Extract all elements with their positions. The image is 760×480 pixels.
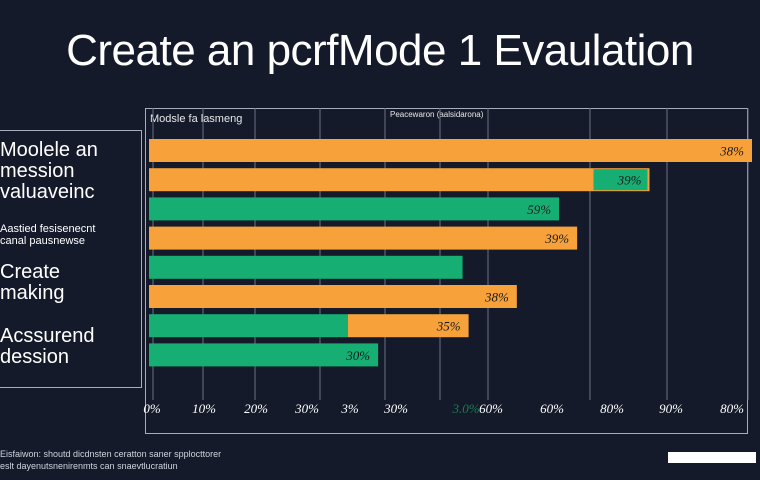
- footer-decoration-bar: [668, 452, 756, 463]
- chart-header-center: Peacewaron (aalsidarona): [390, 110, 484, 119]
- x-tick-label-2: 20%: [244, 401, 268, 416]
- bar-0: [149, 139, 752, 162]
- bar-1-label: 39%: [617, 173, 642, 188]
- bar-2: [149, 197, 560, 221]
- bar-2-label: 59%: [527, 202, 551, 217]
- chart-header-left: Modsle fa lasmeng: [150, 113, 243, 125]
- bar-5: [149, 285, 517, 308]
- bar-1-label-badge: [593, 169, 648, 191]
- category-label-1: Aastied fesisenecnt canal pausnewse: [0, 223, 96, 247]
- footer-line-1: Eisfaiwon: shoutd dicdnsten ceratton san…: [0, 448, 222, 459]
- category-label-2: Create making: [0, 261, 65, 304]
- x-tick-label-9: 80%: [600, 401, 624, 416]
- bar-3: [149, 226, 578, 250]
- bar-4: [149, 255, 463, 279]
- bar-6-base: [149, 314, 348, 338]
- chart-title: Create an pcrfMode 1 Evaulation: [66, 26, 694, 75]
- x-tick-label-1: 10%: [192, 401, 216, 416]
- category-label-3: Acssurend dession: [0, 325, 95, 368]
- category-panel: [0, 130, 142, 388]
- bar-0-label: 38%: [719, 144, 744, 159]
- x-tick-label-3: 30%: [294, 401, 319, 416]
- footer-line-2: eslt dayenutsnenirenmts can snaevtlucrat…: [0, 460, 178, 471]
- bar-7-label: 30%: [345, 348, 370, 363]
- bar-1: [149, 168, 650, 192]
- x-tick-label-6: 3.0%: [451, 401, 479, 416]
- x-tick-label-5: 30%: [383, 401, 408, 416]
- bar-7: [149, 343, 379, 367]
- x-tick-label-4: 3%: [340, 401, 359, 416]
- x-tick-label-7: 60%: [479, 401, 503, 416]
- x-tick-label-0: 0%: [143, 401, 161, 416]
- bar-6-label: 35%: [436, 319, 461, 334]
- x-tick-label-10: 90%: [659, 401, 683, 416]
- x-tick-label-8: 60%: [540, 401, 564, 416]
- category-label-0: Moolele an mession valuaveinc: [0, 139, 98, 203]
- bar-6: [347, 314, 469, 338]
- bar-3-label: 39%: [544, 231, 569, 246]
- x-tick-label-11: 80%: [720, 401, 744, 416]
- chart-footer: Eisfaiwon: shoutd dicdnsten ceratton san…: [0, 448, 221, 472]
- bar-5-label: 38%: [484, 290, 509, 305]
